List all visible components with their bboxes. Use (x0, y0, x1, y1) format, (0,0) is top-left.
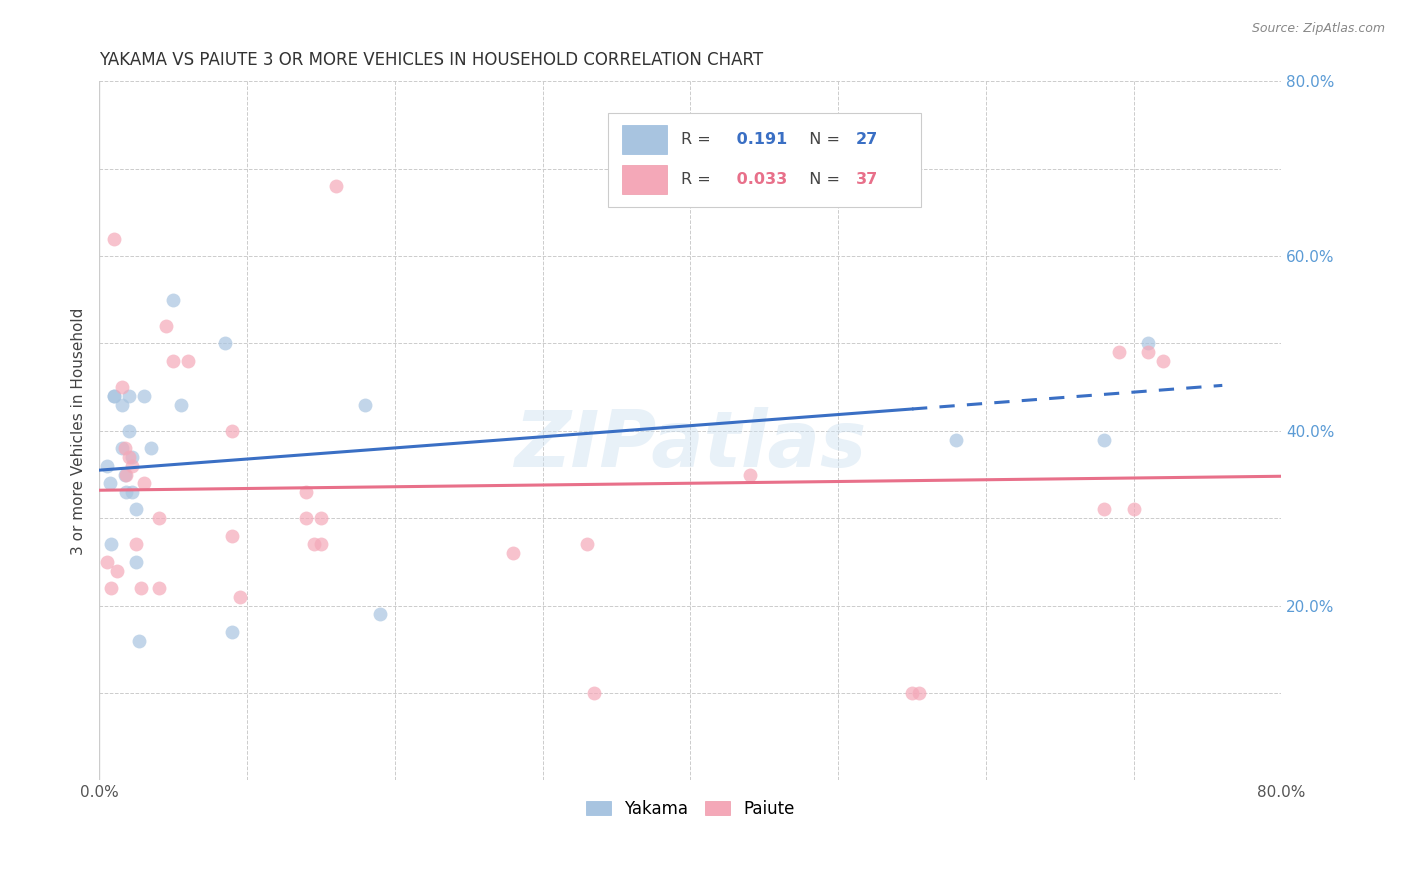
Point (98, 476, 121, 491)
FancyBboxPatch shape (621, 164, 666, 194)
Point (125, 502, 148, 516)
Point (162, 293, 184, 307)
Point (901, 686, 924, 700)
Point (121, 450, 143, 464)
Point (105, 564, 128, 578)
Point (115, 467, 138, 482)
Text: N =: N = (799, 132, 845, 147)
Text: R =: R = (681, 171, 716, 186)
Point (118, 450, 141, 464)
Point (141, 442, 163, 456)
Point (114, 467, 136, 482)
Point (121, 458, 143, 473)
Point (125, 555, 148, 569)
Point (1092, 433, 1115, 447)
Point (325, 179, 347, 194)
Point (214, 336, 236, 351)
Point (309, 537, 332, 551)
Point (221, 424, 243, 438)
FancyBboxPatch shape (621, 125, 666, 154)
Point (125, 537, 148, 551)
Point (309, 511, 332, 525)
Point (128, 633, 150, 648)
Point (100, 537, 122, 551)
Point (148, 511, 170, 525)
Point (114, 442, 136, 456)
Point (738, 467, 761, 482)
Text: 0.191: 0.191 (731, 132, 787, 147)
Point (110, 380, 132, 394)
Point (575, 537, 598, 551)
Point (295, 511, 318, 525)
Point (295, 485, 318, 500)
Text: ZIPatlas: ZIPatlas (515, 407, 866, 483)
Point (118, 424, 141, 438)
Point (96, 458, 118, 473)
Point (1122, 502, 1144, 516)
Point (148, 581, 170, 595)
Point (132, 389, 155, 403)
Point (110, 398, 132, 412)
Point (121, 485, 143, 500)
Point (155, 318, 177, 333)
Point (945, 433, 967, 447)
Text: 37: 37 (856, 171, 879, 186)
Point (177, 354, 200, 368)
Point (502, 546, 524, 560)
Point (96, 555, 118, 569)
Point (1092, 502, 1115, 516)
Text: 0.033: 0.033 (731, 171, 787, 186)
Point (162, 354, 184, 368)
Text: 27: 27 (856, 132, 879, 147)
Text: Source: ZipAtlas.com: Source: ZipAtlas.com (1251, 22, 1385, 36)
Y-axis label: 3 or more Vehicles in Household: 3 or more Vehicles in Household (72, 307, 86, 555)
Point (221, 624, 243, 639)
Point (1108, 345, 1130, 359)
Legend: Yakama, Paiute: Yakama, Paiute (579, 793, 801, 824)
Point (1137, 336, 1160, 351)
Point (302, 537, 325, 551)
Point (129, 581, 152, 595)
Point (908, 686, 931, 700)
Point (115, 485, 138, 500)
Point (368, 607, 391, 622)
Point (1137, 345, 1160, 359)
Point (100, 581, 122, 595)
Text: R =: R = (681, 132, 716, 147)
Point (1152, 354, 1174, 368)
Point (132, 476, 155, 491)
Point (221, 529, 243, 543)
Text: N =: N = (799, 171, 845, 186)
Point (170, 398, 193, 412)
Text: YAKAMA VS PAIUTE 3 OR MORE VEHICLES IN HOUSEHOLD CORRELATION CHART: YAKAMA VS PAIUTE 3 OR MORE VEHICLES IN H… (100, 51, 763, 69)
Point (583, 686, 606, 700)
Point (110, 442, 132, 456)
Point (354, 398, 377, 412)
Point (103, 389, 125, 403)
Point (229, 590, 252, 604)
Point (118, 389, 141, 403)
Point (103, 389, 125, 403)
FancyBboxPatch shape (607, 112, 921, 207)
Point (103, 232, 125, 246)
